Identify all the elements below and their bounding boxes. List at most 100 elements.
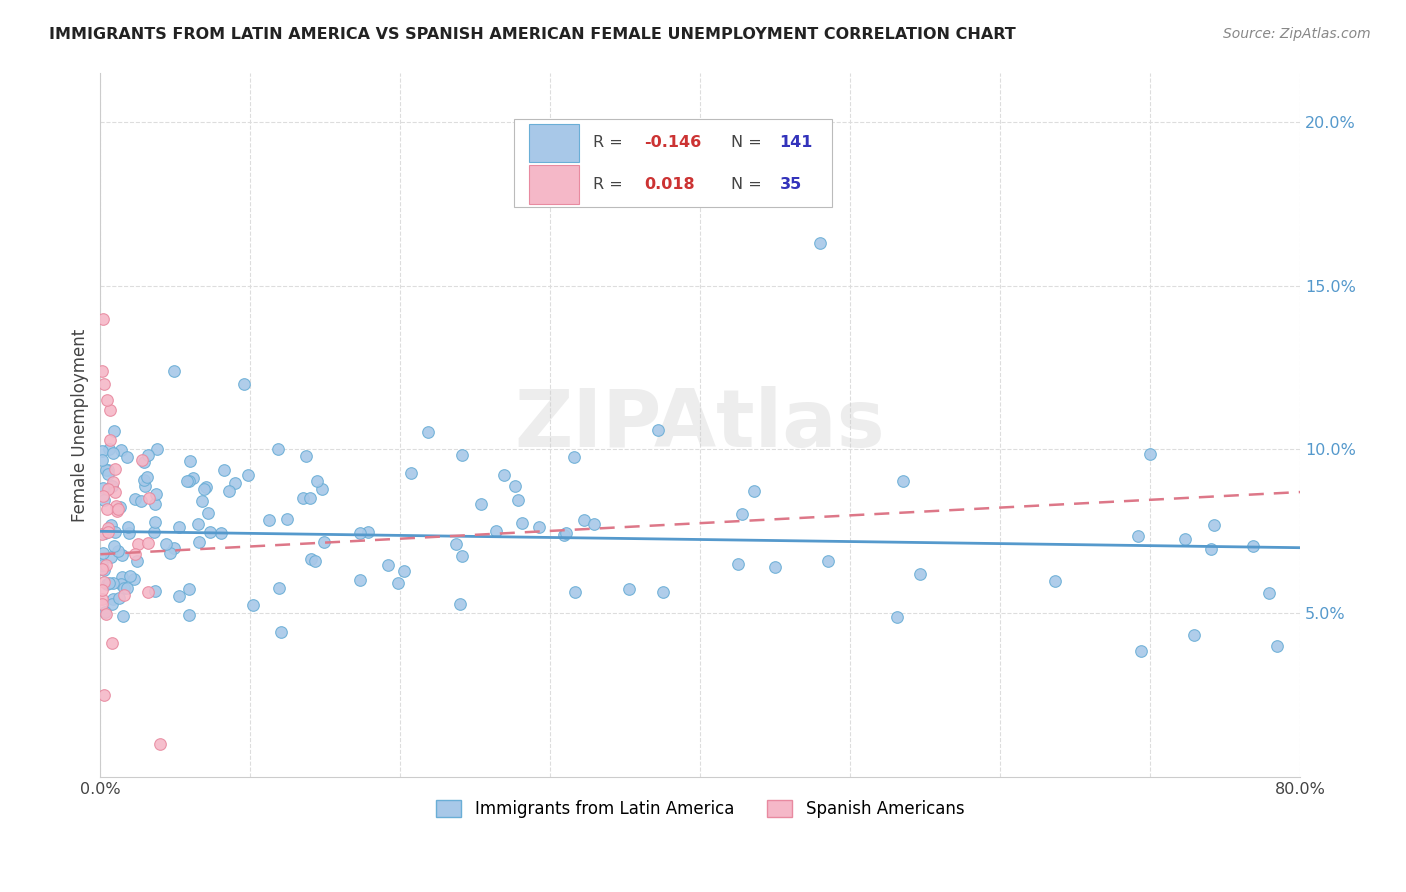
Point <box>97 524 120 539</box>
Point <box>118 569 141 583</box>
Text: 141: 141 <box>779 136 813 151</box>
Point <box>305 474 328 488</box>
Point <box>1128 529 1150 543</box>
Point <box>399 467 422 481</box>
Point <box>136 469 159 483</box>
Point <box>101 575 124 590</box>
Point <box>1174 532 1197 546</box>
Point <box>564 585 586 599</box>
Point <box>104 485 127 500</box>
Point <box>143 524 166 539</box>
Point <box>179 454 201 468</box>
Point <box>90 592 112 607</box>
Point <box>891 474 914 488</box>
Legend: Immigrants from Latin America, Spanish Americans: Immigrants from Latin America, Spanish A… <box>430 793 972 825</box>
Point <box>100 636 122 650</box>
Point <box>197 506 219 520</box>
Point <box>1182 628 1205 642</box>
Point <box>176 474 198 488</box>
Point <box>1265 639 1288 653</box>
Point <box>763 559 786 574</box>
Point <box>115 450 138 464</box>
Point <box>387 576 409 591</box>
Point <box>96 501 118 516</box>
Point <box>294 449 316 463</box>
Point <box>553 528 575 542</box>
Point <box>177 474 200 488</box>
Point <box>218 484 240 499</box>
Point <box>349 574 371 588</box>
Point <box>742 484 765 499</box>
Point <box>124 572 146 586</box>
Point <box>111 570 134 584</box>
Point <box>90 582 112 597</box>
Point <box>167 520 190 534</box>
Point <box>267 442 290 456</box>
Text: -0.146: -0.146 <box>644 136 702 151</box>
Point <box>136 536 159 550</box>
Point <box>267 581 290 595</box>
Point <box>510 516 533 531</box>
Point <box>90 453 112 467</box>
Point <box>98 403 121 417</box>
Point <box>93 492 115 507</box>
Point <box>146 442 169 457</box>
Point <box>100 518 122 533</box>
Point <box>90 527 112 541</box>
Point <box>138 491 160 505</box>
Point <box>98 575 121 590</box>
Point <box>416 425 439 439</box>
Point <box>392 564 415 578</box>
Point <box>110 443 132 458</box>
Point <box>299 552 322 566</box>
Point <box>449 597 471 611</box>
Point <box>100 597 122 611</box>
Point <box>103 475 125 490</box>
Point <box>731 507 754 521</box>
Point <box>107 502 129 516</box>
Point <box>242 598 264 612</box>
Point <box>1201 541 1223 556</box>
Point <box>136 449 159 463</box>
Point <box>100 549 122 564</box>
Text: N =: N = <box>731 136 768 151</box>
Point <box>96 607 118 621</box>
Point <box>470 497 492 511</box>
Point <box>134 479 156 493</box>
Point <box>224 476 246 491</box>
Point <box>145 497 167 511</box>
Point <box>349 526 371 541</box>
Point <box>115 582 138 596</box>
Point <box>555 525 578 540</box>
Point <box>108 500 131 514</box>
Point <box>444 537 467 551</box>
Point <box>169 589 191 603</box>
Point <box>94 526 117 541</box>
Point <box>212 463 235 477</box>
Point <box>179 582 201 596</box>
Point <box>298 491 321 505</box>
Point <box>582 517 605 532</box>
Point <box>485 524 508 539</box>
Point <box>190 494 212 508</box>
FancyBboxPatch shape <box>515 119 832 207</box>
Point <box>97 463 120 477</box>
Point <box>93 688 115 702</box>
Point <box>91 489 114 503</box>
Point <box>195 480 218 494</box>
Point <box>181 471 204 485</box>
Point <box>117 525 139 540</box>
Point <box>91 364 114 378</box>
Point <box>124 491 146 506</box>
Point <box>149 737 172 751</box>
Point <box>727 558 749 572</box>
Point <box>124 547 146 561</box>
Point <box>90 562 112 576</box>
Text: R =: R = <box>593 178 628 192</box>
Point <box>159 546 181 560</box>
Point <box>908 567 931 582</box>
Point <box>93 376 115 391</box>
Text: R =: R = <box>593 136 628 151</box>
Point <box>103 446 125 460</box>
Point <box>125 554 148 568</box>
